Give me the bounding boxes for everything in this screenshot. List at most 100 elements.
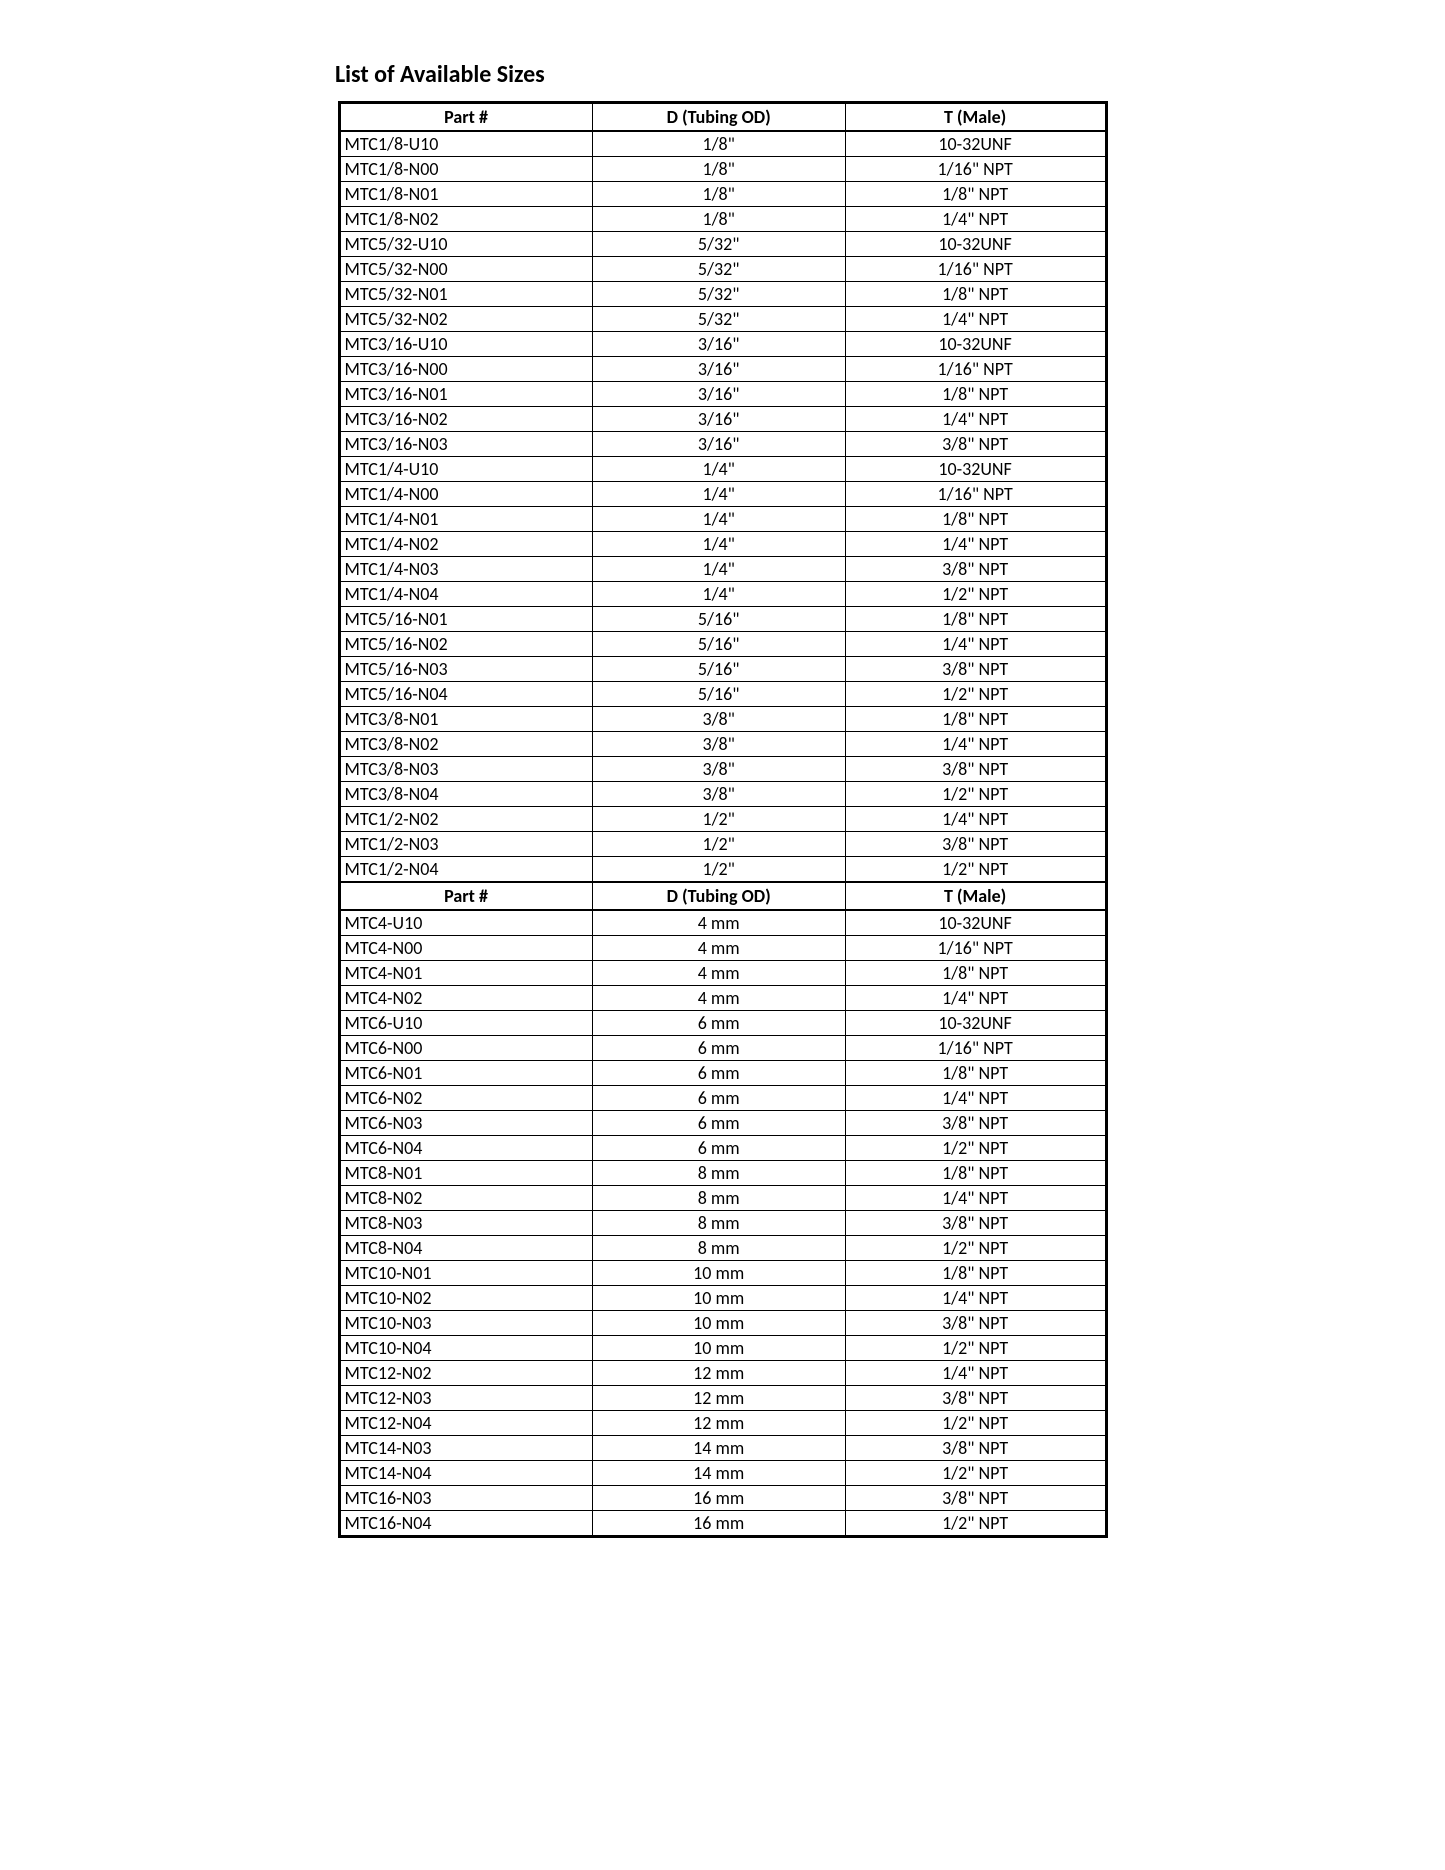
cell-t: 1/16" NPT xyxy=(845,257,1106,282)
table-row: MTC5/32-N025/32"1/4" NPT xyxy=(339,307,1106,332)
page-title: List of Available Sizes xyxy=(335,60,1305,89)
cell-d: 3/16" xyxy=(592,332,845,357)
table-row: MTC4-U104 mm10-32UNF xyxy=(339,910,1106,936)
cell-d: 4 mm xyxy=(592,986,845,1011)
cell-t: 1/8" NPT xyxy=(845,1061,1106,1086)
cell-d: 5/16" xyxy=(592,682,845,707)
cell-d: 10 mm xyxy=(592,1261,845,1286)
table-row: MTC1/2-N041/2"1/2" NPT xyxy=(339,857,1106,883)
cell-d: 8 mm xyxy=(592,1161,845,1186)
table-row: MTC4-N004 mm1/16" NPT xyxy=(339,936,1106,961)
cell-t: 3/8" NPT xyxy=(845,557,1106,582)
table-row: MTC1/8-U101/8"10-32UNF xyxy=(339,131,1106,157)
cell-t: 3/8" NPT xyxy=(845,1436,1106,1461)
cell-d: 1/8" xyxy=(592,157,845,182)
table-row: MTC14-N0414 mm1/2" NPT xyxy=(339,1461,1106,1486)
cell-part: MTC3/16-N02 xyxy=(339,407,592,432)
cell-d: 5/32" xyxy=(592,307,845,332)
cell-t: 1/4" NPT xyxy=(845,1286,1106,1311)
table-row: MTC3/16-N033/16"3/8" NPT xyxy=(339,432,1106,457)
cell-t: 1/4" NPT xyxy=(845,986,1106,1011)
cell-part: MTC5/16-N04 xyxy=(339,682,592,707)
cell-t: 1/8" NPT xyxy=(845,1161,1106,1186)
cell-t: 1/8" NPT xyxy=(845,961,1106,986)
cell-d: 1/4" xyxy=(592,557,845,582)
cell-part: MTC6-N03 xyxy=(339,1111,592,1136)
cell-t: 1/8" NPT xyxy=(845,382,1106,407)
cell-t: 1/2" NPT xyxy=(845,1236,1106,1261)
table-row: MTC16-N0416 mm1/2" NPT xyxy=(339,1511,1106,1537)
cell-d: 4 mm xyxy=(592,961,845,986)
cell-t: 1/16" NPT xyxy=(845,357,1106,382)
cell-t: 1/4" NPT xyxy=(845,407,1106,432)
cell-part: MTC6-N00 xyxy=(339,1036,592,1061)
cell-t: 1/4" NPT xyxy=(845,632,1106,657)
cell-part: MTC10-N04 xyxy=(339,1336,592,1361)
table-row: MTC6-U106 mm10-32UNF xyxy=(339,1011,1106,1036)
cell-t: 1/2" NPT xyxy=(845,1336,1106,1361)
cell-part: MTC10-N02 xyxy=(339,1286,592,1311)
cell-t: 1/2" NPT xyxy=(845,1136,1106,1161)
cell-part: MTC3/8-N04 xyxy=(339,782,592,807)
table-row: MTC3/8-N033/8"3/8" NPT xyxy=(339,757,1106,782)
cell-t: 1/4" NPT xyxy=(845,732,1106,757)
table-header-row: Part #D (Tubing OD)T (Male) xyxy=(339,103,1106,132)
table-row: MTC1/4-N021/4"1/4" NPT xyxy=(339,532,1106,557)
table-header-cell: Part # xyxy=(339,103,592,132)
table-row: MTC10-N0210 mm1/4" NPT xyxy=(339,1286,1106,1311)
cell-d: 6 mm xyxy=(592,1086,845,1111)
cell-t: 10-32UNF xyxy=(845,332,1106,357)
table-row: MTC5/16-N045/16"1/2" NPT xyxy=(339,682,1106,707)
cell-t: 1/8" NPT xyxy=(845,707,1106,732)
table-row: MTC3/8-N013/8"1/8" NPT xyxy=(339,707,1106,732)
cell-part: MTC1/4-N04 xyxy=(339,582,592,607)
cell-t: 10-32UNF xyxy=(845,457,1106,482)
cell-t: 3/8" NPT xyxy=(845,1211,1106,1236)
cell-part: MTC6-N01 xyxy=(339,1061,592,1086)
table-row: MTC1/4-N011/4"1/8" NPT xyxy=(339,507,1106,532)
cell-part: MTC1/2-N02 xyxy=(339,807,592,832)
cell-part: MTC4-U10 xyxy=(339,910,592,936)
cell-part: MTC12-N02 xyxy=(339,1361,592,1386)
cell-d: 1/4" xyxy=(592,582,845,607)
cell-t: 1/8" NPT xyxy=(845,507,1106,532)
table-row: MTC5/16-N015/16"1/8" NPT xyxy=(339,607,1106,632)
cell-d: 4 mm xyxy=(592,910,845,936)
table-row: MTC4-N024 mm1/4" NPT xyxy=(339,986,1106,1011)
cell-part: MTC5/32-N02 xyxy=(339,307,592,332)
cell-part: MTC3/8-N02 xyxy=(339,732,592,757)
table-header-cell: D (Tubing OD) xyxy=(592,882,845,910)
cell-d: 6 mm xyxy=(592,1011,845,1036)
cell-t: 1/4" NPT xyxy=(845,207,1106,232)
table-row: MTC12-N0212 mm1/4" NPT xyxy=(339,1361,1106,1386)
cell-t: 1/8" NPT xyxy=(845,607,1106,632)
cell-t: 3/8" NPT xyxy=(845,832,1106,857)
table-row: MTC3/16-U103/16"10-32UNF xyxy=(339,332,1106,357)
table-row: MTC12-N0312 mm3/8" NPT xyxy=(339,1386,1106,1411)
cell-d: 1/4" xyxy=(592,532,845,557)
cell-part: MTC1/4-N00 xyxy=(339,482,592,507)
table-header-cell: Part # xyxy=(339,882,592,910)
cell-d: 10 mm xyxy=(592,1336,845,1361)
cell-t: 1/4" NPT xyxy=(845,307,1106,332)
cell-d: 14 mm xyxy=(592,1436,845,1461)
table-header-cell: T (Male) xyxy=(845,103,1106,132)
cell-part: MTC16-N04 xyxy=(339,1511,592,1537)
table-row: MTC6-N006 mm1/16" NPT xyxy=(339,1036,1106,1061)
table-row: MTC8-N028 mm1/4" NPT xyxy=(339,1186,1106,1211)
table-row: MTC1/2-N031/2"3/8" NPT xyxy=(339,832,1106,857)
table-row: MTC6-N046 mm1/2" NPT xyxy=(339,1136,1106,1161)
cell-part: MTC1/2-N04 xyxy=(339,857,592,883)
table-row: MTC1/4-U101/4"10-32UNF xyxy=(339,457,1106,482)
table-row: MTC8-N018 mm1/8" NPT xyxy=(339,1161,1106,1186)
cell-t: 1/8" NPT xyxy=(845,182,1106,207)
cell-d: 14 mm xyxy=(592,1461,845,1486)
table-row: MTC5/32-N005/32"1/16" NPT xyxy=(339,257,1106,282)
cell-d: 6 mm xyxy=(592,1036,845,1061)
cell-d: 5/16" xyxy=(592,632,845,657)
cell-d: 6 mm xyxy=(592,1111,845,1136)
cell-part: MTC3/16-N00 xyxy=(339,357,592,382)
cell-part: MTC1/2-N03 xyxy=(339,832,592,857)
cell-part: MTC6-N02 xyxy=(339,1086,592,1111)
cell-t: 1/16" NPT xyxy=(845,482,1106,507)
